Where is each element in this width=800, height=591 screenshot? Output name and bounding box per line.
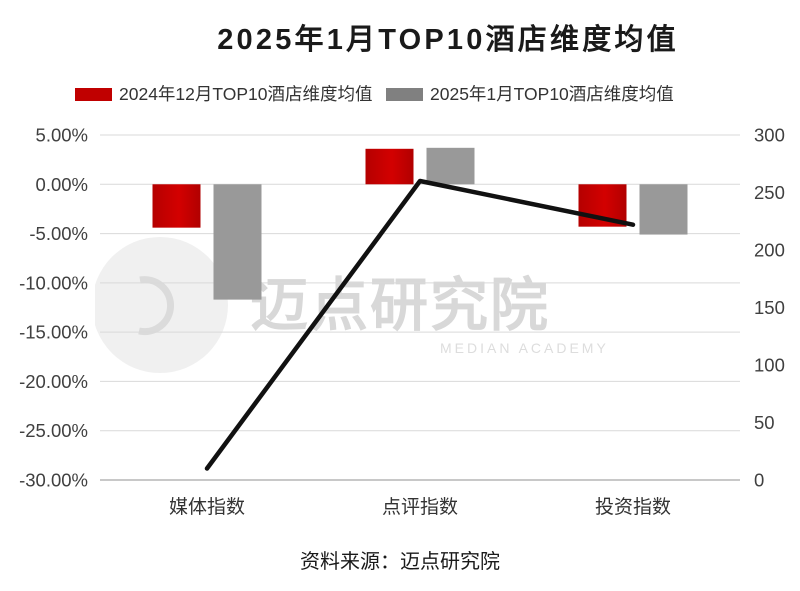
svg-text:250: 250 xyxy=(754,182,785,203)
svg-text:100: 100 xyxy=(754,355,785,376)
svg-text:-20.00%: -20.00% xyxy=(19,371,88,392)
svg-text:300: 300 xyxy=(754,125,785,146)
svg-text:150: 150 xyxy=(754,297,785,318)
svg-text:-5.00%: -5.00% xyxy=(29,223,88,244)
svg-text:点评指数: 点评指数 xyxy=(382,496,458,518)
svg-text:-25.00%: -25.00% xyxy=(19,420,88,441)
svg-text:200: 200 xyxy=(754,240,785,261)
svg-text:0.00%: 0.00% xyxy=(36,174,88,195)
svg-text:-15.00%: -15.00% xyxy=(19,322,88,343)
svg-text:媒体指数: 媒体指数 xyxy=(169,496,245,518)
svg-text:0: 0 xyxy=(754,470,764,491)
svg-text:50: 50 xyxy=(754,412,775,433)
svg-text:-10.00%: -10.00% xyxy=(19,272,88,293)
svg-text:投资指数: 投资指数 xyxy=(595,496,671,518)
svg-text:-30.00%: -30.00% xyxy=(19,470,88,491)
svg-text:5.00%: 5.00% xyxy=(36,125,88,146)
